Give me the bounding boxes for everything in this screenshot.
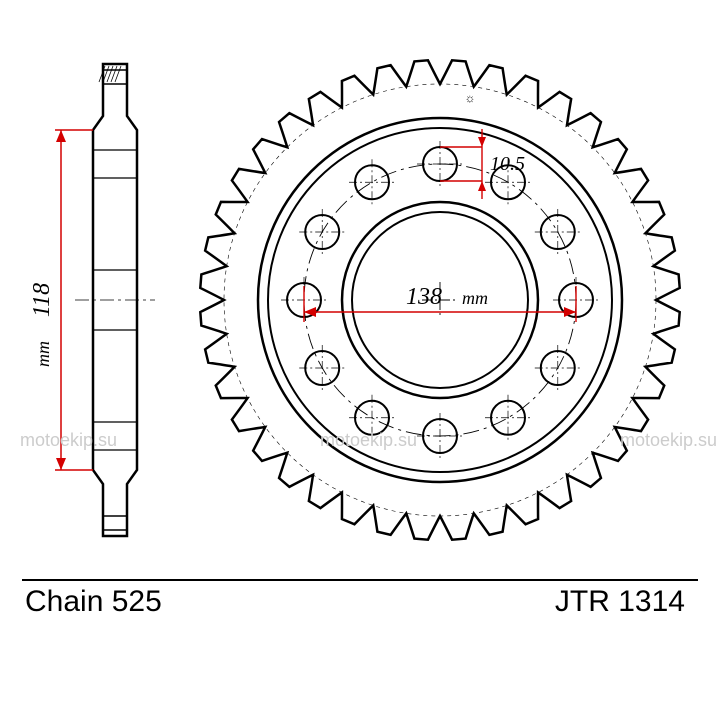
- svg-text:mm: mm: [33, 341, 53, 367]
- svg-text:mm: mm: [462, 288, 488, 308]
- sprocket-view: ☼ 10.5 138 mm: [200, 60, 679, 539]
- chain-label: Chain 525: [25, 585, 162, 619]
- part-number: JTR 1314: [555, 585, 685, 619]
- dim-118: 118: [29, 283, 55, 317]
- svg-text:☼: ☼: [465, 91, 476, 105]
- dim-bolt: 10.5: [490, 153, 525, 175]
- side-view: 118 mm: [29, 64, 155, 536]
- dim-bcd: 138: [406, 284, 442, 310]
